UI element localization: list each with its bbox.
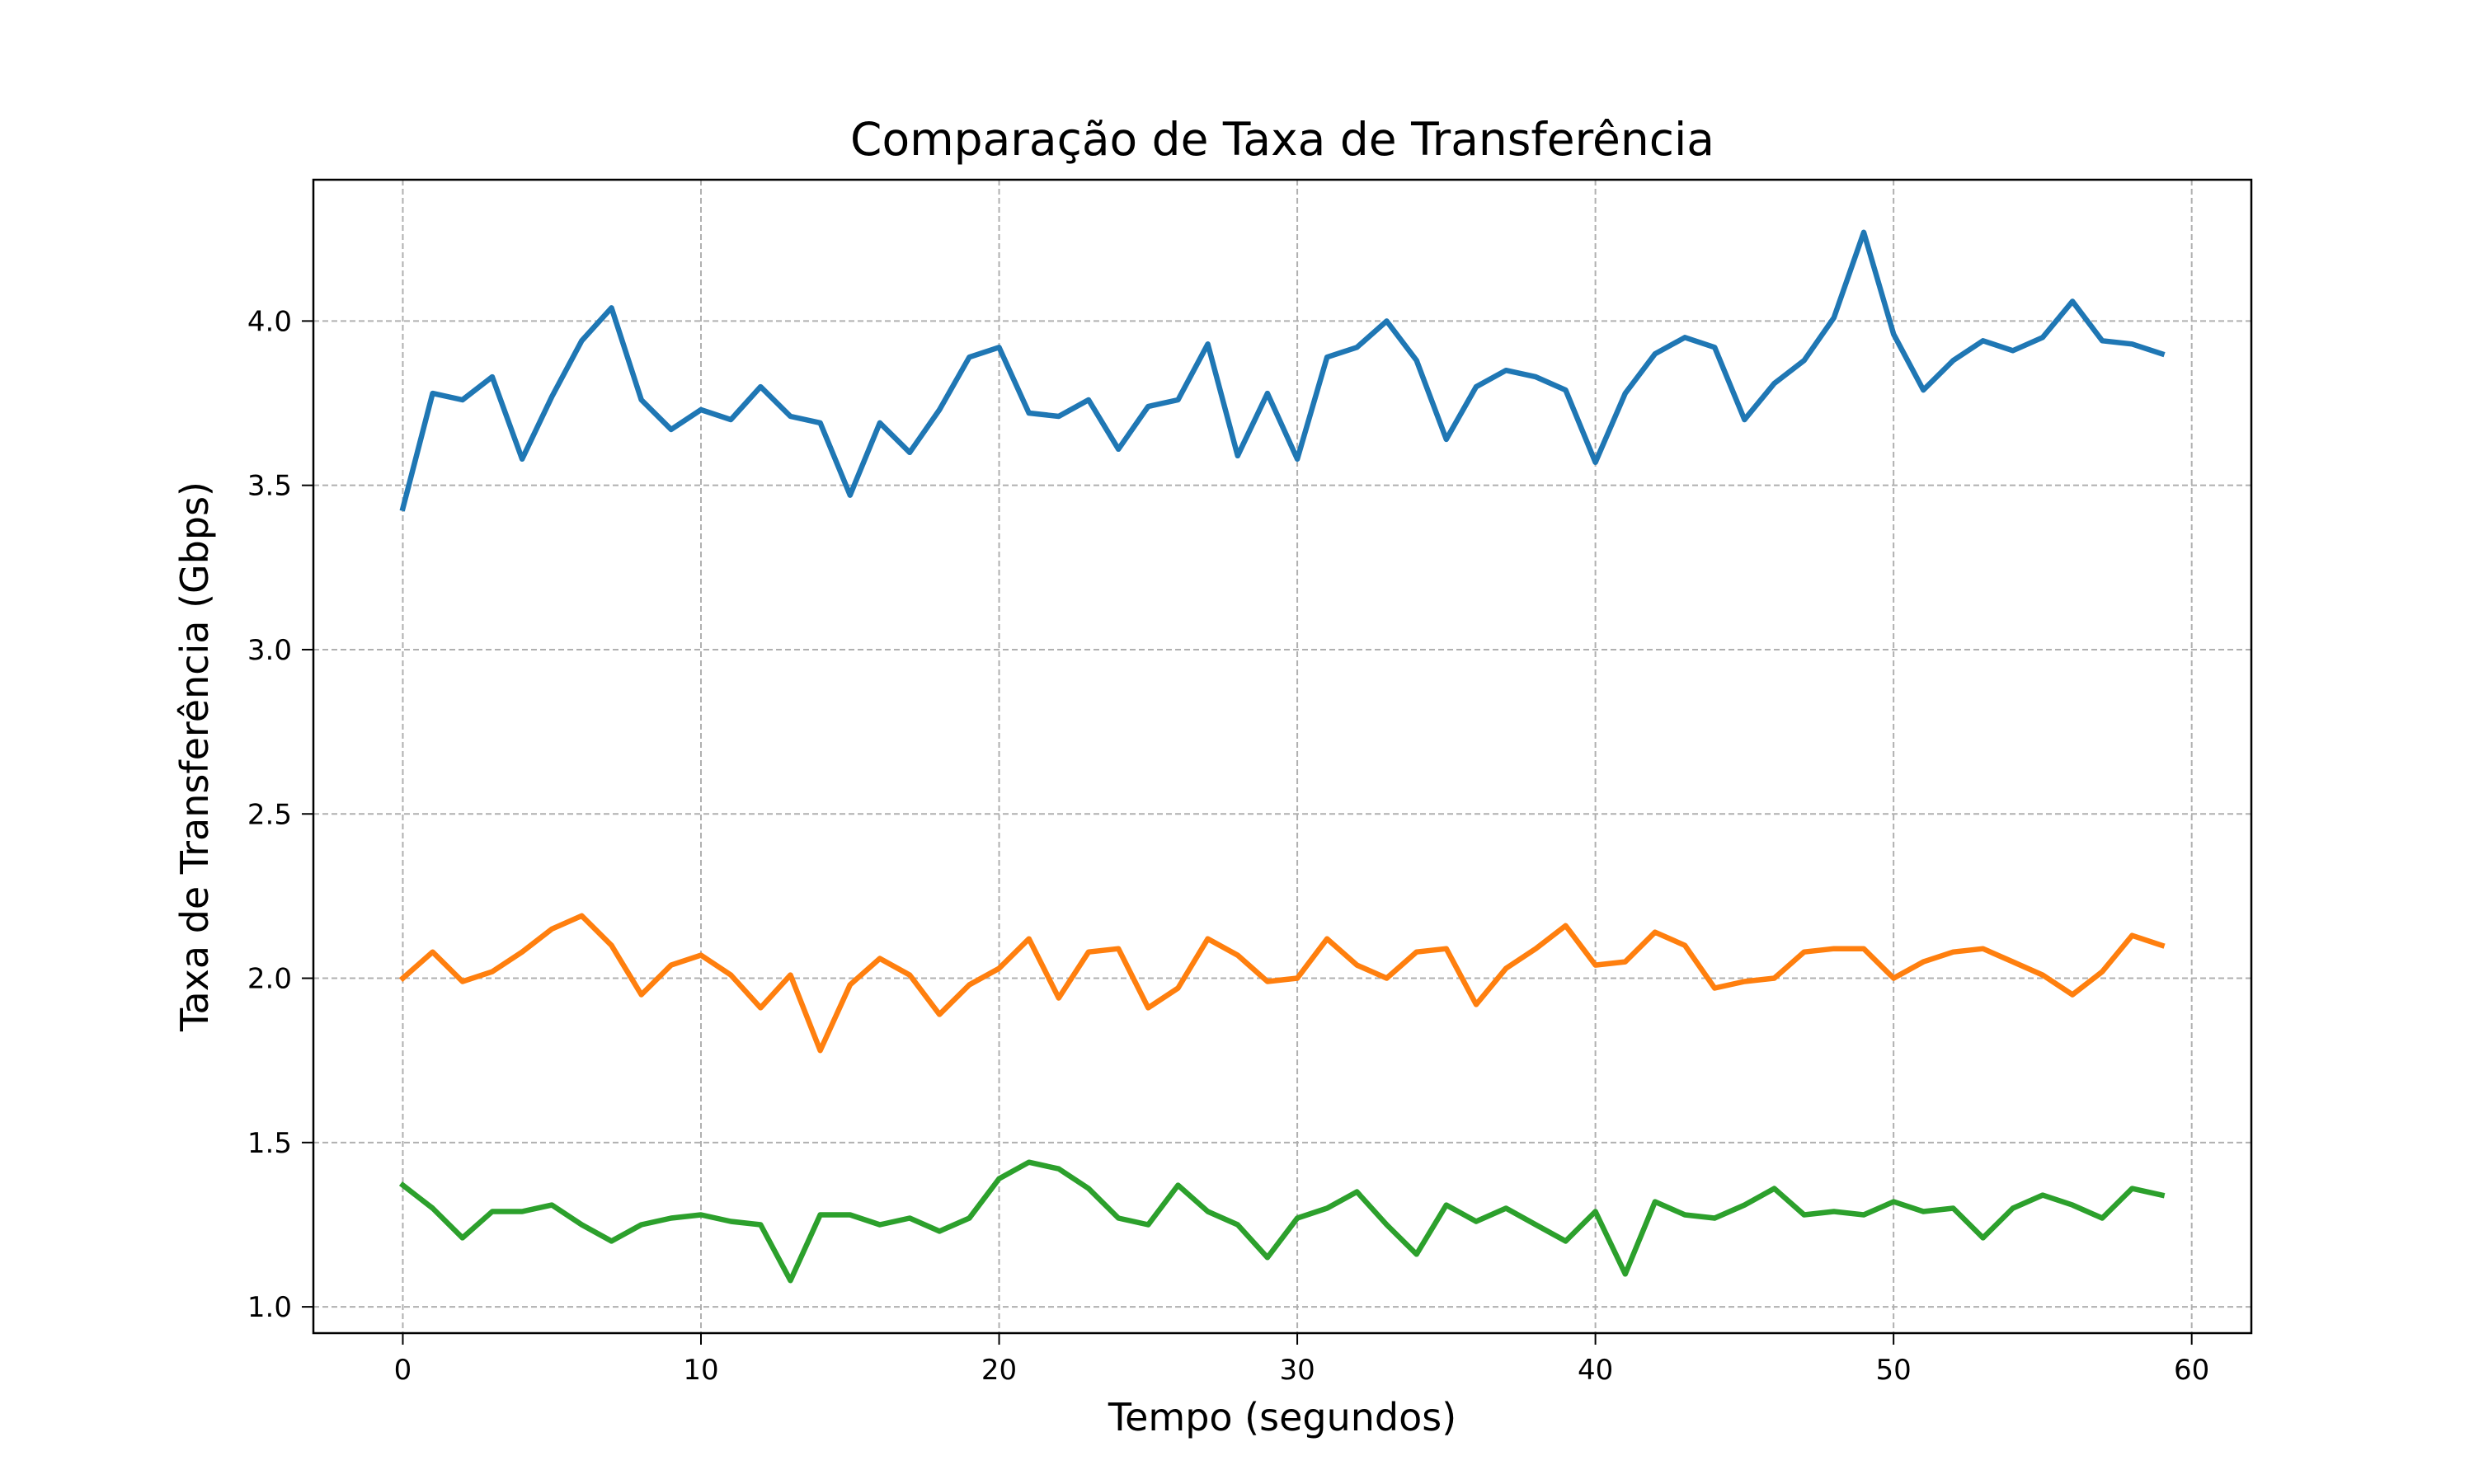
x-axis-label: Tempo (segundos) — [1108, 1395, 1456, 1439]
x-tick-label: 10 — [683, 1354, 718, 1387]
chart-title: Comparação de Taxa de Transferência — [850, 113, 1714, 166]
plot-frame — [312, 178, 2253, 1335]
axis-ticks: 0 10 20 30 40 50 60 1.0 1.5 2.0 2.5 3.0 3.5 4.0 — [247, 305, 2209, 1387]
grid-lines — [313, 180, 2251, 1333]
series-lines — [398, 229, 2166, 1284]
x-tick-label: 40 — [1578, 1354, 1613, 1387]
series-line-1 — [399, 229, 2166, 512]
y-axis-label: Taxa de Transferência (Gbps) — [172, 481, 217, 1032]
x-tick-label: 20 — [981, 1354, 1017, 1387]
y-tick-label: 2.0 — [247, 963, 292, 996]
x-tick-label: 30 — [1279, 1354, 1315, 1387]
y-tick-label: 3.5 — [247, 470, 292, 503]
y-tick-label: 4.0 — [247, 305, 292, 338]
x-tick-label: 50 — [1876, 1354, 1912, 1387]
y-tick-label: 1.5 — [247, 1127, 292, 1160]
y-tick-label: 1.0 — [247, 1291, 292, 1324]
y-tick-label: 3.0 — [247, 634, 292, 667]
x-tick-label: 60 — [2174, 1354, 2209, 1387]
x-tick-label: 0 — [394, 1354, 412, 1387]
y-tick-label: 2.5 — [247, 798, 292, 831]
series-line-3 — [398, 1159, 2166, 1284]
series-line-2 — [398, 913, 2166, 1054]
